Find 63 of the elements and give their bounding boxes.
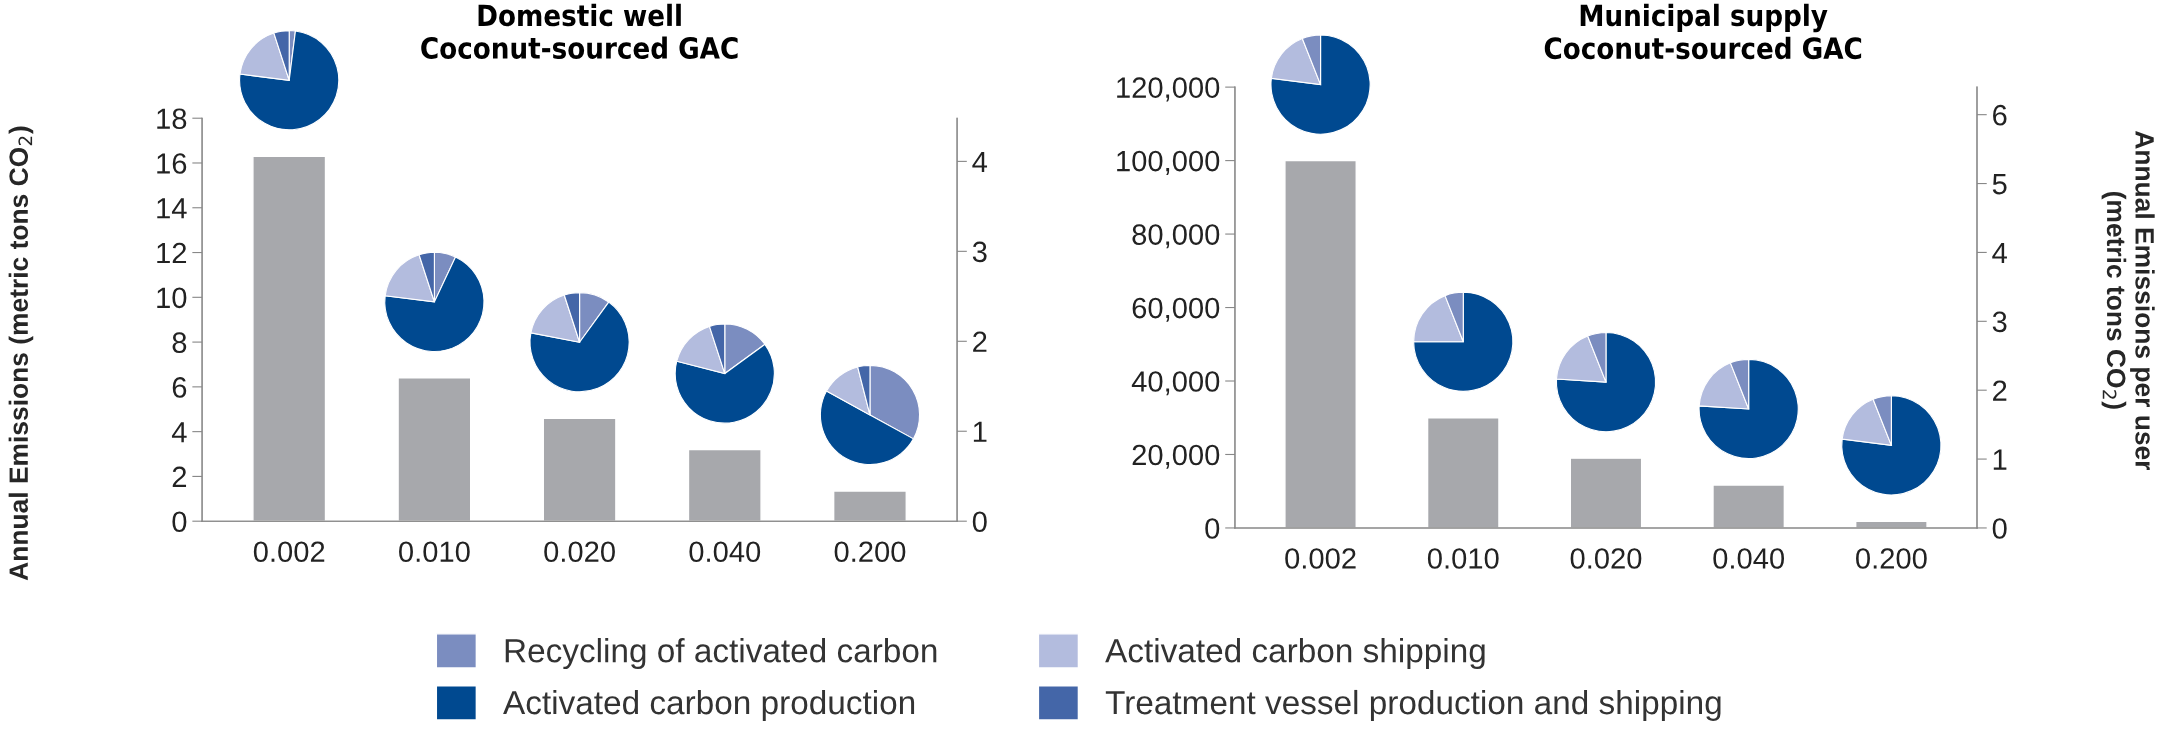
y-tick-label: 0 [172,511,187,533]
y2-axis-title: Annual Emissions per user (metric tons CO$_{2}$) [2101,130,2155,471]
y-tick-label: 4 [171,422,187,443]
y-tick-label: 0 [1205,518,1220,539]
y-tick-label: 18 [157,108,187,130]
pie-slice [1555,331,1657,433]
legend-label: Recycling of activated carbon [505,638,937,670]
y-tick-label: 16 [157,153,187,174]
y2-tick-label: 5 [1992,174,2007,195]
pie-slice [1270,34,1371,135]
y2-tick-label: 1 [973,421,987,442]
x-tick-label: 0.020 [1570,548,1642,569]
y2-tick-label: 6 [1993,104,2007,126]
pie-slice [384,256,485,353]
x-tick-label: 0.200 [1856,548,1927,569]
bar [687,448,762,522]
bar [252,155,327,522]
y-tick-label: 80,000 [1132,224,1220,249]
pie-slice [1698,358,1799,460]
y2-tick-label: 3 [972,241,987,263]
x-tick-label: 0.002 [253,541,325,563]
y2-tick-label: 1 [1993,449,2007,470]
y-tick-label: 20,000 [1132,444,1220,469]
y-axis-title: Annual Emissions (metric tons CO$_{2}$) [8,126,34,581]
y-tick-label: 60,000 [1132,297,1220,322]
y2-tick-label: 2 [973,331,987,352]
bar [1712,484,1786,528]
chart-title: Domestic well Coconut-sourced GAC [421,3,738,59]
y-tick-label: 120,000 [1117,77,1220,102]
legend-label: Activated carbon shipping [1105,638,1485,670]
bar [397,377,472,522]
y-tick-label: 6 [172,377,187,398]
y-tick-label: 10 [157,287,187,309]
y2-tick-label: 3 [1992,311,2007,333]
bar [832,490,907,522]
y-tick-label: 8 [172,332,187,353]
x-tick-label: 0.200 [834,541,906,563]
chart-title: Municipal supply Coconut-sourced GAC [1544,3,1862,60]
y-tick-label: 12 [157,242,187,264]
y-tick-label: 14 [157,198,187,219]
x-tick-label: 0.020 [544,541,615,563]
y-tick-label: 2 [172,466,187,487]
y2-tick-label: 0 [1992,518,2007,539]
x-tick-label: 0.002 [1285,548,1356,569]
x-tick-label: 0.010 [1427,548,1499,569]
y2-tick-label: 0 [972,511,987,533]
bar [1426,417,1500,528]
bar [542,417,617,522]
y-tick-label: 100,000 [1117,150,1220,175]
x-tick-label: 0.040 [1713,548,1785,569]
x-tick-label: 0.010 [399,541,470,563]
bar [1284,159,1357,528]
x-tick-label: 0.040 [689,541,761,563]
pie-slice [1841,395,1942,496]
y2-tick-label: 2 [1993,380,2007,401]
pie-slice [1413,291,1514,392]
legend-label: Treatment vessel production and shipping [1105,689,1721,721]
y2-tick-label: 4 [1992,242,2007,263]
legend-label: Activated carbon production [503,689,915,721]
pie-slice [239,30,340,131]
y2-tick-label: 4 [972,151,988,172]
y-tick-label: 40,000 [1131,371,1220,396]
bar [1569,457,1643,528]
